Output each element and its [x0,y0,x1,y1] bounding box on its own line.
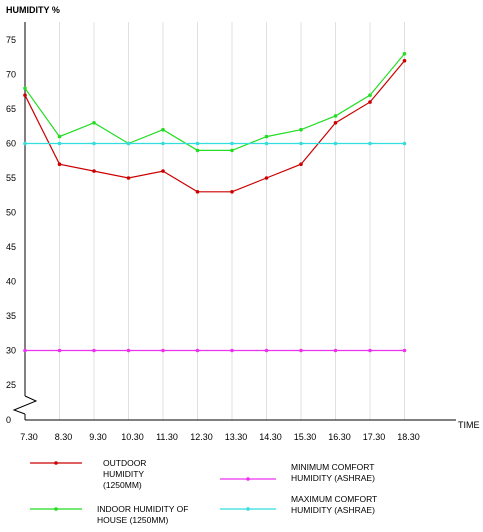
x-tick-label: 8.30 [55,432,73,442]
data-point [230,148,234,153]
data-point [23,93,27,97]
data-point [368,141,372,146]
legend-label-minimum-comfort: MINIMUM COMFORT HUMIDITY (ASHRAE) [291,462,375,484]
data-point [92,141,96,146]
data-point [195,348,200,353]
x-tick-label: 10.30 [121,432,144,442]
x-tick-label: 14.30 [259,432,282,442]
y-tick-label: 70 [6,70,16,80]
x-tick-label: 9.30 [89,432,107,442]
y-tick-label: 25 [6,380,16,390]
data-point [368,93,372,97]
y-tick-label: 35 [6,311,16,321]
data-point [299,162,303,166]
y-tick-label: 45 [6,242,16,252]
data-point [299,141,303,146]
y-tick-label: 60 [6,139,16,149]
data-point [195,190,200,194]
y-tick-label: 55 [6,173,16,183]
vertical-gridlines [59,22,405,420]
data-point [402,348,407,353]
y-tick-label: 40 [6,277,16,287]
data-point [333,121,338,125]
data-point [57,348,62,353]
y-axis-label: HUMIDITY % [6,5,60,15]
axis-break-mark [12,395,38,415]
x-tick-label: 17.30 [363,432,386,442]
data-point [92,348,96,353]
data-point [57,134,62,139]
data-point [195,148,200,153]
data-point [299,127,303,132]
data-point [402,141,407,146]
data-point [161,169,165,173]
legend-swatch-marker [54,461,58,465]
x-tick-label: 11.30 [156,432,178,442]
data-point [92,169,96,173]
data-point [230,348,234,353]
x-tick-label: 18.30 [397,432,420,442]
data-point [57,162,62,166]
y-tick-label: 0 [6,415,11,425]
legend-swatches [30,461,276,511]
data-point [23,86,27,91]
data-point [126,141,131,146]
legend-line: HUMIDITY (ASHRAE) [291,505,375,515]
series-line [24,53,405,151]
data-point [195,141,200,146]
data-point [161,348,165,353]
legend-label-maximum-comfort: MAXIMUM COMFORT HUMIDITY (ASHRAE) [291,494,377,516]
data-point [264,134,269,139]
data-point [23,141,27,146]
x-tick-label: 15.30 [294,432,317,442]
axes [12,22,456,421]
legend-line: HUMIDITY (ASHRAE) [291,473,375,483]
data-point [264,141,269,146]
legend-label-outdoor: OUTDOOR HUMIDITY (1250MM) [103,458,146,491]
data-point [126,176,131,180]
legend-line: INDOOR HUMIDITY OF [97,504,189,514]
data-point [230,141,234,146]
data-point [161,141,165,146]
data-point [368,348,372,353]
y-tick-label: 75 [6,35,16,45]
x-tick-label: 13.30 [225,432,248,442]
data-point [23,348,27,353]
legend-swatch-marker [246,477,250,481]
legend-line: MAXIMUM COMFORT [291,494,378,504]
data-point [161,127,165,132]
y-tick-label: 65 [6,104,16,114]
tick-labels: 75 70 65 60 55 50 45 40 35 30 25 0 7.30 8.30 9.30 10.30… [6,35,420,442]
x-tick-label: 12.30 [190,432,213,442]
legend-line: HUMIDITY [103,469,145,479]
data-point [368,100,372,104]
legend-line: MINIMUM COMFORT [291,462,375,472]
data-point [402,58,407,63]
series-lines [23,52,407,353]
data-point [333,141,338,146]
data-point [92,121,96,125]
data-point [57,141,62,146]
x-tick-label: 16.30 [328,432,351,442]
y-tick-label: 30 [6,346,16,356]
legend-line: (1250MM) [103,480,142,490]
data-point [126,348,131,353]
x-tick-label: 7.30 [20,432,38,442]
data-point [333,348,338,353]
data-point [264,176,269,180]
x-axis-label: TIME [458,420,480,430]
data-point [333,114,338,118]
y-tick-label: 50 [6,208,16,218]
legend-swatch-marker [246,507,250,511]
legend-swatch-marker [54,507,58,511]
legend-line: HOUSE (1250MM) [97,515,169,525]
data-point [402,52,407,56]
data-point [299,348,303,353]
data-point [264,348,269,353]
series-line [24,60,405,193]
data-point [230,190,234,194]
legend-line: OUTDOOR [103,458,147,468]
legend-label-indoor: INDOOR HUMIDITY OF HOUSE (1250MM) [97,504,188,526]
